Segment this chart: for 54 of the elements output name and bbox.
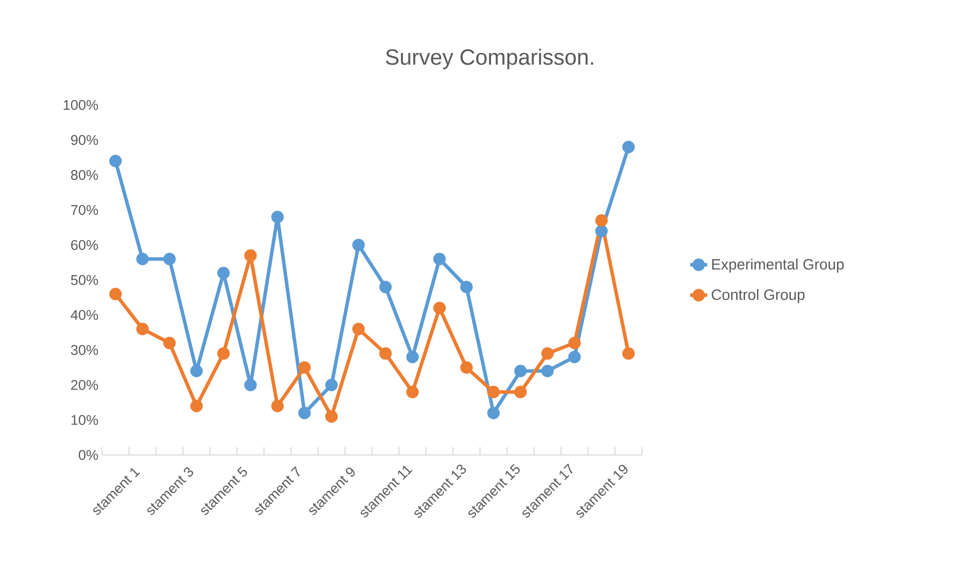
point xyxy=(352,238,365,252)
point xyxy=(514,364,527,378)
point xyxy=(622,140,635,154)
point xyxy=(379,280,392,294)
y-tick-label: 0% xyxy=(78,450,98,460)
y-tick-label: 40% xyxy=(70,310,98,320)
y-tick-label: 70% xyxy=(71,205,98,215)
point xyxy=(136,322,149,336)
point xyxy=(487,406,500,420)
point xyxy=(325,410,338,423)
point xyxy=(163,252,176,266)
point xyxy=(379,347,392,360)
y-tick-label: 60% xyxy=(71,240,98,250)
point xyxy=(298,361,311,374)
point xyxy=(595,224,608,238)
point xyxy=(217,266,230,280)
point xyxy=(433,252,446,266)
point xyxy=(136,252,149,266)
point xyxy=(487,386,500,398)
point xyxy=(568,350,581,364)
legend-label: Control Group xyxy=(712,288,805,303)
legend-label: Experimental Group xyxy=(712,258,844,273)
point xyxy=(433,302,446,314)
point xyxy=(271,400,284,412)
point xyxy=(163,336,176,350)
point xyxy=(406,386,419,398)
point xyxy=(622,347,635,360)
point xyxy=(541,364,554,378)
y-tick-label: 90% xyxy=(71,135,98,145)
point xyxy=(271,210,284,224)
point xyxy=(109,288,122,300)
point xyxy=(460,280,473,294)
point xyxy=(460,361,473,374)
point xyxy=(109,154,122,168)
point xyxy=(244,378,257,392)
point xyxy=(541,347,554,360)
point xyxy=(595,214,608,227)
point xyxy=(325,378,338,392)
point xyxy=(514,386,527,398)
y-tick-label: 30% xyxy=(70,345,98,355)
point xyxy=(406,350,419,364)
point xyxy=(352,322,365,336)
point xyxy=(298,406,311,420)
point xyxy=(190,364,203,378)
y-tick-label: 100% xyxy=(64,100,98,110)
point xyxy=(190,400,203,412)
point xyxy=(217,347,230,360)
y-tick-label: 50% xyxy=(71,275,98,285)
point xyxy=(244,249,257,262)
y-tick-label: 80% xyxy=(71,170,98,180)
y-tick-label: 20% xyxy=(71,380,98,390)
y-tick-label: 10% xyxy=(72,415,98,425)
chart-title: Survey Comparisson. xyxy=(386,48,594,70)
point xyxy=(568,336,581,350)
